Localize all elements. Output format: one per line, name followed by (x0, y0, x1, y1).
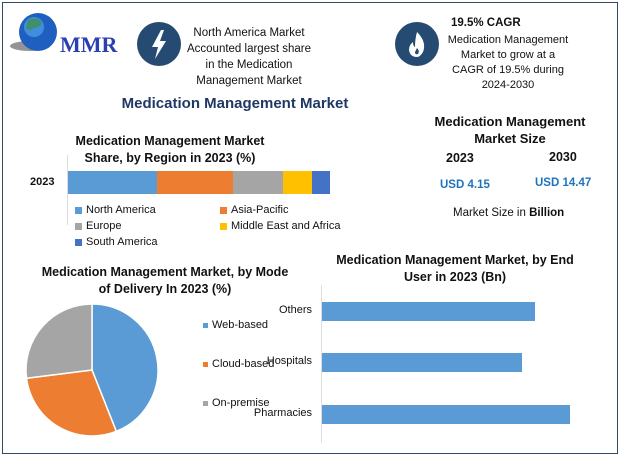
bar-hospitals (322, 353, 523, 372)
market-size-note: Market Size in Billion (453, 207, 564, 219)
category-label-others: Others (278, 304, 312, 316)
legend-swatch (75, 238, 82, 246)
legend-item-web-based: Web-based (203, 319, 268, 331)
legend-item-europe: Europe (75, 220, 121, 232)
logo-text: MMR (60, 32, 118, 57)
year-2023: 2023 (446, 151, 474, 165)
region-axis-line (67, 155, 68, 225)
bar-pharmacies (322, 405, 570, 424)
bar-segment-north-america (68, 171, 158, 194)
logo: MMR (8, 10, 123, 58)
bar-segment-europe (233, 171, 283, 194)
legend-swatch (203, 322, 208, 328)
bar-segment-asia-pacific (157, 171, 234, 194)
legend-label: On-premise (212, 397, 270, 409)
lightning-icon (137, 22, 181, 66)
legend-item-middle-east-and-africa: Middle East and Africa (220, 220, 340, 232)
cagr-text: Medication Management Market to grow at … (447, 34, 569, 91)
region-chart-title: Medication Management Market Share, by R… (75, 134, 265, 165)
globe-icon (10, 13, 57, 51)
market-size-title: Medication Management Market Size (434, 114, 586, 146)
bar-segment-middle-east-and-africa (282, 171, 312, 194)
legend-swatch (203, 361, 208, 367)
infographic-frame (2, 2, 618, 454)
year-2030: 2030 (549, 150, 577, 164)
legend-label: Asia-Pacific (231, 204, 289, 216)
legend-label: Cloud-based (212, 358, 275, 370)
legend-label: North America (86, 204, 156, 216)
delivery-chart-title: Medication Management Market, by Mode of… (41, 265, 289, 296)
legend-item-asia-pacific: Asia-Pacific (220, 204, 288, 216)
category-label-hospitals: Hospitals (266, 355, 312, 367)
pie-slice-cloud-based (25, 369, 118, 437)
legend-swatch (75, 222, 82, 230)
legend-label: South America (86, 236, 158, 248)
region-stacked-bar (68, 171, 330, 194)
legend-swatch (203, 400, 208, 406)
legend-label: Web-based (212, 319, 269, 331)
legend-swatch (220, 206, 227, 214)
bar-others (322, 302, 535, 321)
main-title: Medication Management Market (121, 95, 349, 112)
legend-item-south-america: South America (75, 236, 158, 248)
region-category-label: 2023 (30, 176, 55, 188)
delivery-pie-chart (25, 303, 159, 437)
legend-item-on-premise: On-premise (203, 397, 269, 409)
enduser-axis-line (321, 285, 322, 443)
enduser-chart-title: Medication Management Market, by End Use… (336, 253, 574, 284)
pie-slice-web-based (91, 303, 159, 433)
value-2030: USD 14.47 (535, 177, 592, 189)
category-label-pharmacies: Pharmacies (253, 407, 312, 419)
cagr-title: 19.5% CAGR (451, 17, 521, 29)
legend-item-cloud-based: Cloud-based (203, 358, 274, 370)
legend-swatch (220, 222, 227, 230)
legend-label: Europe (86, 220, 122, 232)
flame-icon (395, 22, 439, 66)
highlight-north-america: North America Market Accounted largest s… (186, 27, 312, 87)
value-2023: USD 4.15 (440, 179, 490, 191)
note-unit: Billion (529, 207, 565, 219)
bar-segment-south-america (311, 171, 330, 194)
legend-label: Middle East and Africa (231, 220, 341, 232)
pie-slice-on-premise (25, 303, 93, 380)
note-prefix: Market Size in (453, 207, 530, 219)
legend-swatch (75, 206, 82, 214)
legend-item-north-america: North America (75, 204, 156, 216)
